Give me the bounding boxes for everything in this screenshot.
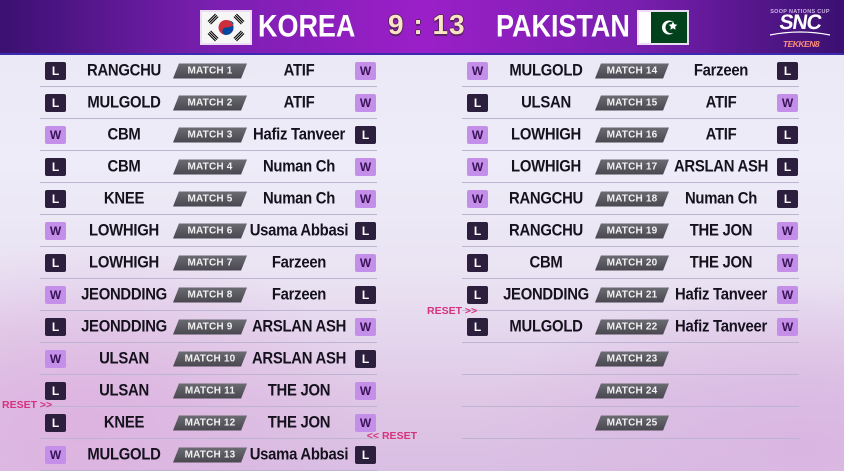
svg-text:SNC: SNC bbox=[778, 11, 823, 34]
svg-text:TEKKEN8: TEKKEN8 bbox=[783, 39, 820, 49]
